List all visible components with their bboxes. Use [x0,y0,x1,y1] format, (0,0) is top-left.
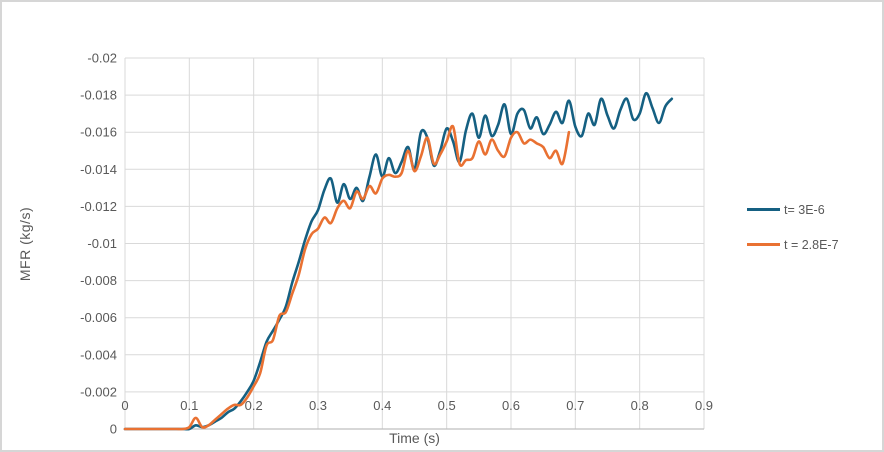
y-tick-label: -0.018 [80,88,117,103]
x-tick-label: 0.8 [631,398,649,413]
x-tick-label: 0 [121,398,128,413]
legend-line-sample-orange [747,243,780,246]
y-axis-title: MFR (kg/s) [17,206,33,282]
y-tick-label: -0.01 [87,236,117,251]
legend-label-t3e6: t= 3E-6 [784,202,825,217]
y-tick-label: -0.004 [80,347,117,362]
y-tick-label: -0.008 [80,273,117,288]
x-tick-label: 0.7 [566,398,584,413]
x-tick-label: 0.6 [502,398,520,413]
y-tick-label: -0.012 [80,199,117,214]
x-tick-label: 0.9 [695,398,713,413]
legend: t= 3E-6 t = 2.8E-7 [747,202,839,252]
legend-label-t28e7: t = 2.8E-7 [784,237,839,252]
y-tick-label: 0 [110,422,117,437]
y-tick-label: -0.02 [87,51,117,66]
x-tick-label: 0.5 [438,398,456,413]
y-tick-label: -0.006 [80,310,117,325]
legend-item-t3e6: t= 3E-6 [747,202,839,217]
y-tick-label: -0.002 [80,384,117,399]
y-tick-label: -0.014 [80,162,117,177]
series-line-1 [123,124,571,431]
x-tick-label: 0.3 [309,398,327,413]
y-tick-label: -0.016 [80,125,117,140]
x-axis-title: Time (s) [389,430,440,446]
legend-item-t28e7: t = 2.8E-7 [747,237,839,252]
legend-line-sample-teal [747,208,780,211]
x-tick-label: 0.4 [373,398,391,413]
x-tick-label: 0.1 [180,398,198,413]
series-line-0 [123,91,674,431]
x-tick-label: 0.2 [245,398,263,413]
